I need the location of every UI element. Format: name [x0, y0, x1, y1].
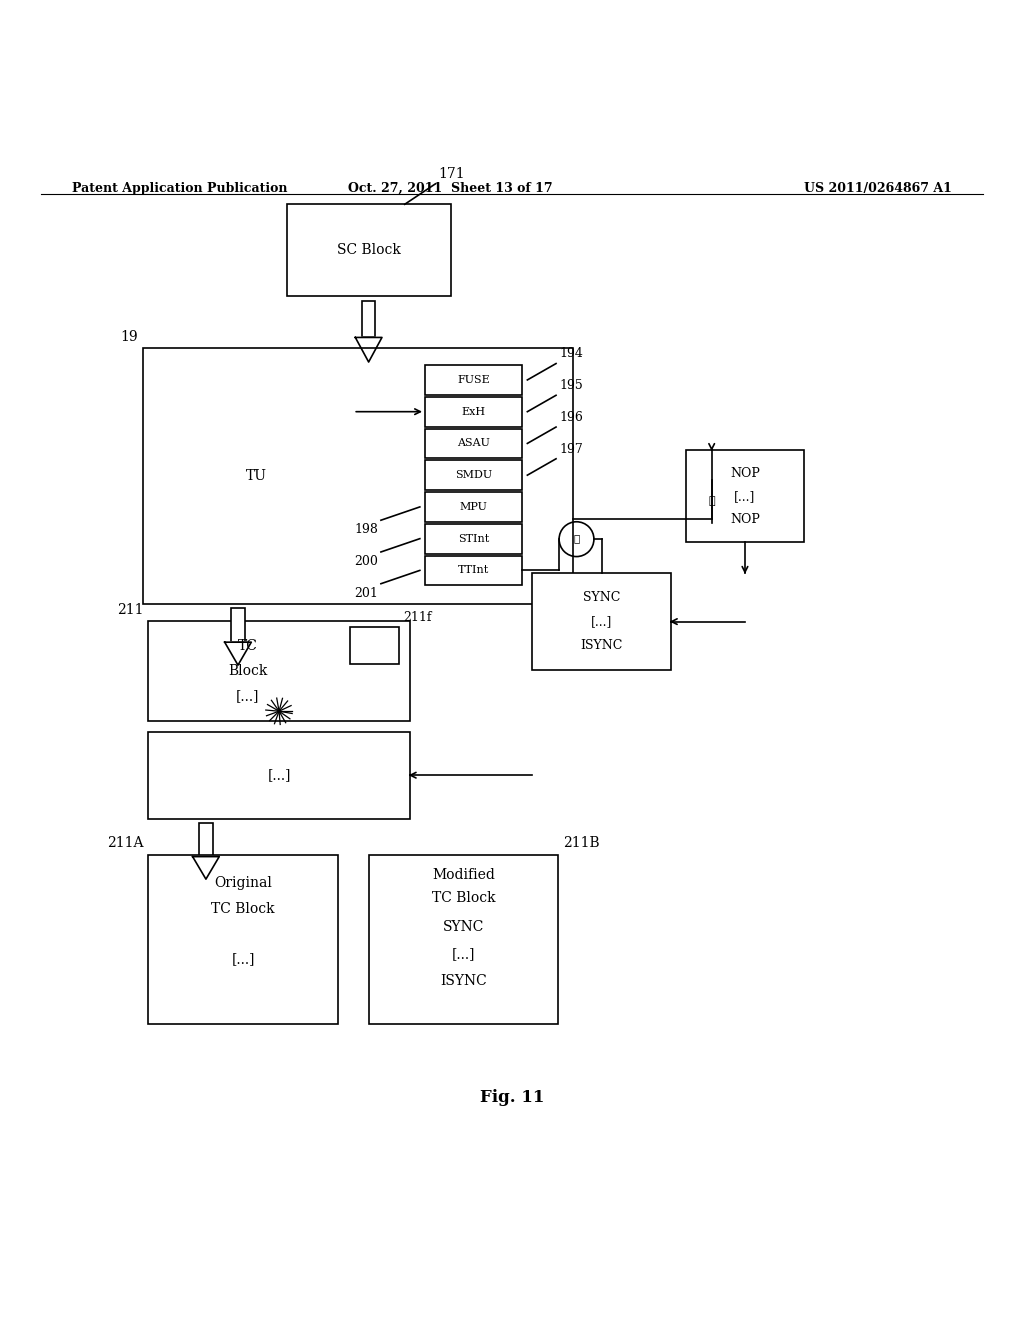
- Text: SYNC: SYNC: [583, 591, 621, 603]
- Text: 211f: 211f: [403, 611, 432, 624]
- Text: [...]: [...]: [236, 689, 259, 704]
- Text: [...]: [...]: [591, 615, 612, 628]
- Text: 195: 195: [559, 379, 583, 392]
- Bar: [287, 205, 451, 297]
- Bar: [425, 524, 522, 553]
- Text: SC Block: SC Block: [337, 243, 400, 257]
- Text: STInt: STInt: [458, 533, 489, 544]
- Text: 211B: 211B: [563, 837, 600, 850]
- Text: 200: 200: [354, 554, 378, 568]
- Text: 194: 194: [559, 347, 583, 360]
- Text: ASAU: ASAU: [457, 438, 490, 449]
- Bar: [148, 731, 410, 818]
- Text: 211: 211: [117, 603, 143, 616]
- Text: Block: Block: [228, 664, 267, 678]
- Text: [...]: [...]: [452, 948, 475, 961]
- Text: 171: 171: [438, 166, 465, 181]
- Polygon shape: [355, 338, 382, 362]
- Polygon shape: [193, 857, 219, 879]
- Text: 201: 201: [354, 587, 378, 599]
- Text: SYNC: SYNC: [442, 920, 484, 935]
- Bar: [532, 573, 671, 671]
- Bar: [350, 627, 399, 664]
- Text: ①: ①: [709, 496, 715, 507]
- Bar: [148, 622, 410, 722]
- Bar: [143, 347, 573, 603]
- Text: 197: 197: [559, 442, 583, 455]
- Bar: [362, 301, 376, 338]
- Text: 211A: 211A: [106, 837, 143, 850]
- Text: ISYNC: ISYNC: [440, 974, 486, 989]
- Bar: [148, 854, 338, 1023]
- Bar: [369, 854, 558, 1023]
- Text: TTInt: TTInt: [458, 565, 489, 576]
- Polygon shape: [224, 643, 251, 665]
- Bar: [425, 556, 522, 585]
- Text: US 2011/0264867 A1: US 2011/0264867 A1: [805, 182, 952, 195]
- Text: TU: TU: [246, 469, 266, 483]
- Text: TC Block: TC Block: [211, 902, 275, 916]
- Bar: [425, 366, 522, 395]
- Text: SMDU: SMDU: [455, 470, 493, 480]
- Text: MPU: MPU: [460, 502, 487, 512]
- Text: TC Block: TC Block: [431, 891, 496, 906]
- Text: [...]: [...]: [267, 768, 291, 783]
- Bar: [231, 607, 245, 643]
- Text: Oct. 27, 2011  Sheet 13 of 17: Oct. 27, 2011 Sheet 13 of 17: [348, 182, 553, 195]
- Text: FUSE: FUSE: [458, 375, 489, 385]
- Bar: [425, 492, 522, 521]
- Text: 19: 19: [121, 330, 138, 343]
- Text: Original: Original: [214, 876, 272, 890]
- Text: TC: TC: [238, 639, 258, 653]
- Bar: [686, 450, 804, 543]
- Text: ISYNC: ISYNC: [581, 639, 623, 652]
- Text: ExH: ExH: [462, 407, 485, 417]
- Text: Patent Application Publication: Patent Application Publication: [72, 182, 287, 195]
- Text: [...]: [...]: [231, 952, 255, 966]
- Bar: [425, 461, 522, 490]
- Bar: [425, 397, 522, 426]
- Bar: [200, 822, 213, 857]
- Text: ②: ②: [573, 535, 580, 544]
- Text: 196: 196: [559, 411, 583, 424]
- Text: Fig. 11: Fig. 11: [480, 1089, 544, 1106]
- Text: NOP: NOP: [730, 512, 760, 525]
- Text: 198: 198: [354, 523, 378, 536]
- Text: NOP: NOP: [730, 467, 760, 479]
- Text: [...]: [...]: [734, 490, 756, 503]
- Text: Modified: Modified: [432, 867, 495, 882]
- Bar: [425, 429, 522, 458]
